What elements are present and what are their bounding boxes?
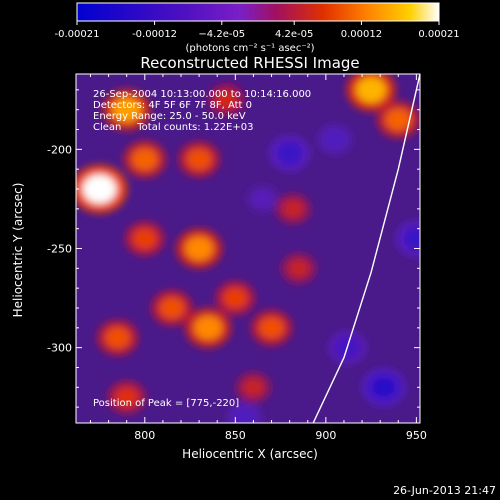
x-tick-label: 850 xyxy=(225,429,246,442)
emission-blob xyxy=(186,148,212,171)
emission-blob xyxy=(159,297,185,319)
solar-limb-line xyxy=(312,74,420,423)
chart-title: Reconstructed RHESSI Image xyxy=(140,54,359,72)
y-tick-label: -300 xyxy=(47,342,72,355)
emission-blob xyxy=(194,315,223,340)
colorbar-tick-label: -0.00021 xyxy=(55,29,100,40)
emission-blob xyxy=(112,97,142,123)
annotation-block: 26-Sep-2004 10:13:00.000 to 10:14:16.000… xyxy=(93,89,311,409)
colorbar-tick-label: 0.00021 xyxy=(418,29,459,40)
emission-blob xyxy=(185,236,214,261)
negative-flux-blob xyxy=(324,130,346,149)
y-axis-label: Heliocentric Y (arcsec) xyxy=(11,183,25,318)
colorbar: -0.00021 -0.00012 −4.2e-05 4.2e-05 0.00012 0.… xyxy=(55,2,460,54)
x-tick-label: 900 xyxy=(315,429,336,442)
emission-blob xyxy=(132,228,157,249)
annotation-peak: Position of Peak = [775,-220] xyxy=(93,398,239,409)
emission-blob xyxy=(82,174,117,204)
emission-blob xyxy=(115,387,139,408)
annotation-detectors: Detectors: 4F 5F 6F 7F 8F, Att 0 xyxy=(93,100,252,111)
annotation-time-range: 26-Sep-2004 10:13:00.000 to 10:14:16.000 xyxy=(93,89,311,100)
negative-flux-blob xyxy=(277,142,303,165)
colorbar-unit-label: (photons cm⁻² s⁻¹ asec⁻²) xyxy=(185,43,314,54)
emission-blob xyxy=(282,199,304,219)
negative-flux-blob xyxy=(252,190,273,208)
emission-blob xyxy=(242,378,265,397)
emission-blob xyxy=(223,287,248,309)
footer-timestamp: 26-Jun-2013 21:47 xyxy=(393,484,496,497)
emission-blob xyxy=(385,108,412,131)
emission-blob xyxy=(215,90,238,110)
x-tick-label: 800 xyxy=(134,429,155,442)
colorbar-tick-label: -0.00012 xyxy=(132,29,177,40)
annotation-counts: Clean Total counts: 1.22E+03 xyxy=(93,122,253,133)
heatmap-image xyxy=(76,74,420,423)
colorbar-tick-label: 0.00012 xyxy=(341,29,382,40)
emission-blob xyxy=(258,317,285,339)
negative-flux-blob xyxy=(233,407,256,423)
annotation-energy: Energy Range: 25.0 - 50.0 keV xyxy=(93,111,246,122)
y-tick-label: -200 xyxy=(47,143,72,156)
colorbar-gradient xyxy=(76,2,440,22)
x-tick-label: 950 xyxy=(406,429,427,442)
negative-flux-blob xyxy=(403,227,420,250)
x-axis-label: Heliocentric X (arcsec) xyxy=(182,447,318,461)
negative-flux-blob xyxy=(370,375,398,399)
emission-blob xyxy=(105,326,131,349)
emission-blob xyxy=(287,259,310,278)
emission-blob xyxy=(131,148,158,171)
colorbar-tick-label: 4.2e-05 xyxy=(275,29,313,40)
y-tick-label: -250 xyxy=(47,243,72,256)
colorbar-tick-label: −4.2e-05 xyxy=(198,29,245,40)
emission-blob xyxy=(356,77,387,103)
